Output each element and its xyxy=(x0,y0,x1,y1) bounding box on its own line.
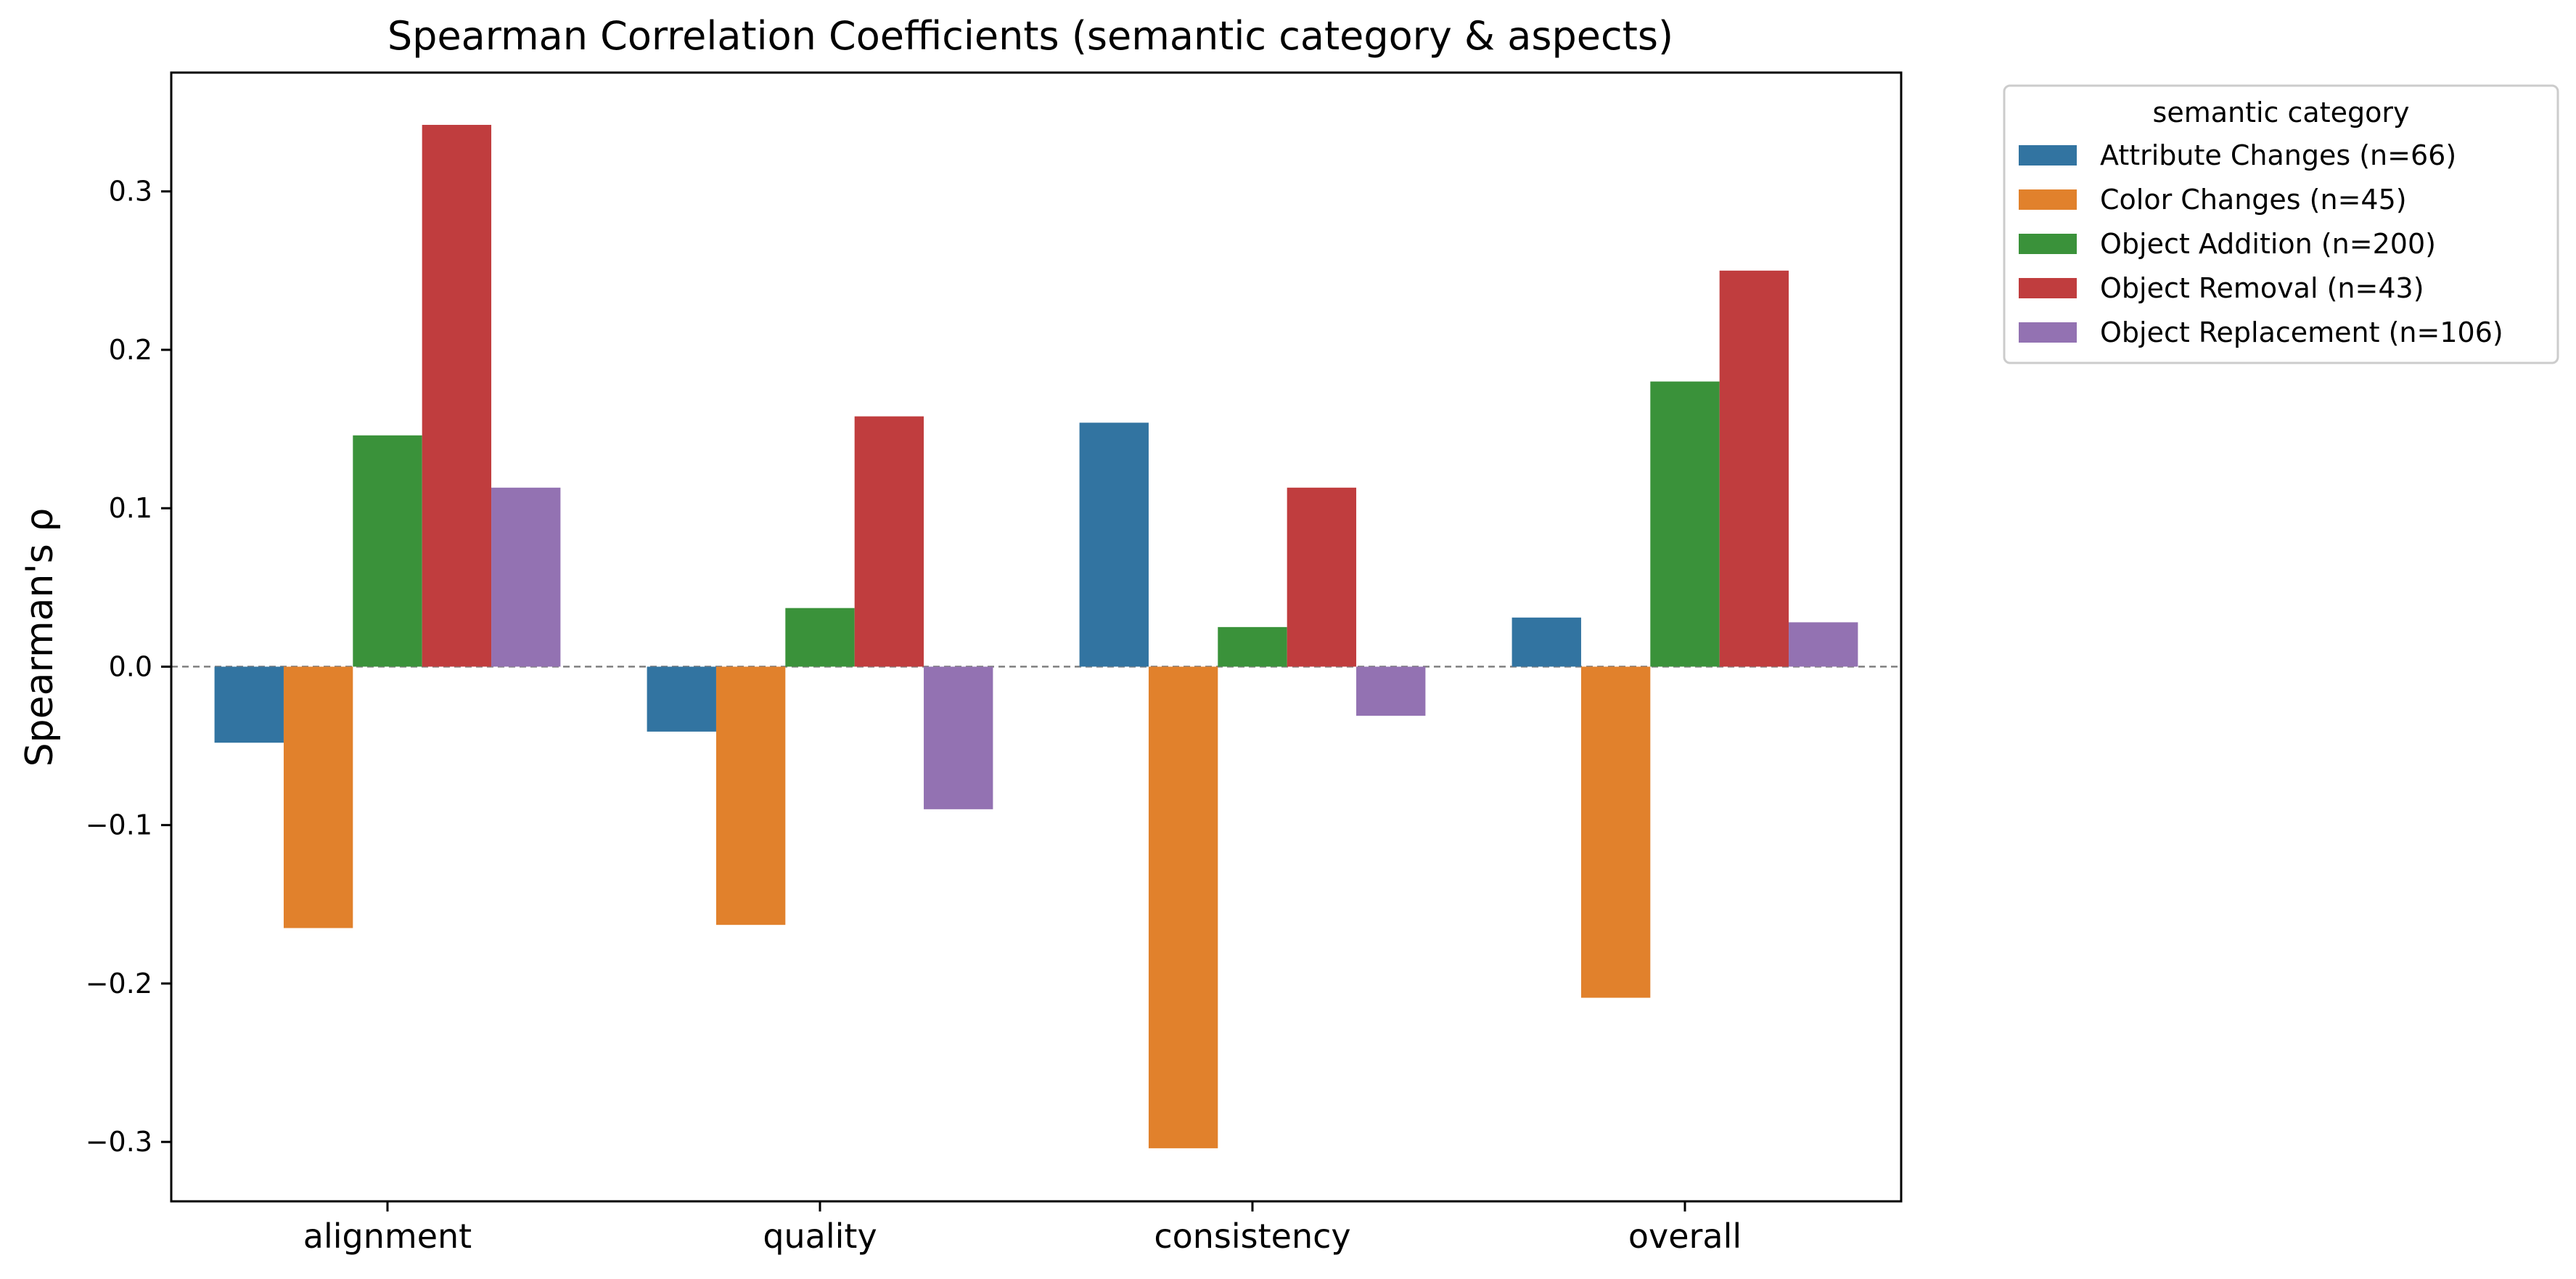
y-tick-label: 0.2 xyxy=(109,334,152,366)
bar-consistency-series-1 xyxy=(1148,666,1218,1148)
chart-title: Spearman Correlation Coefficients (seman… xyxy=(387,13,1673,59)
legend-box xyxy=(2003,84,2559,364)
bar-quality-series-1 xyxy=(715,666,786,925)
bar-alignment-series-2 xyxy=(353,435,422,667)
bar-overall-series-2 xyxy=(1650,381,1720,667)
bar-consistency-series-4 xyxy=(1356,666,1426,716)
y-tick-label: −0.2 xyxy=(86,968,152,1000)
bar-alignment-series-1 xyxy=(283,666,353,928)
legend-swatch xyxy=(2019,189,2077,210)
legend-swatch xyxy=(2019,234,2077,254)
y-tick-label: −0.1 xyxy=(86,809,152,841)
y-tick-label: 0.1 xyxy=(109,492,152,524)
bar-group xyxy=(214,125,1858,1148)
bar-alignment-series-4 xyxy=(491,487,561,667)
legend-label: Color Changes (n=45) xyxy=(2100,184,2407,216)
legend-label: Object Replacement (n=106) xyxy=(2100,316,2503,348)
plot-area xyxy=(170,71,1903,1203)
x-axis-ticks: alignment quality consistency overall xyxy=(303,1201,1742,1256)
bar-consistency-series-2 xyxy=(1218,626,1287,667)
bar-overall-series-3 xyxy=(1719,270,1789,667)
bar-overall-series-0 xyxy=(1511,617,1581,667)
bar-quality-series-0 xyxy=(647,666,716,732)
legend-label: Attribute Changes (n=66) xyxy=(2100,139,2456,171)
y-axis-label: Spearman's ρ xyxy=(18,508,62,767)
bar-consistency-series-3 xyxy=(1287,487,1357,667)
y-tick-label: 0.0 xyxy=(109,650,152,682)
y-axis-ticks: −0.3 −0.2 −0.1 0.0 0.1 0.2 0.3 xyxy=(86,176,171,1158)
y-tick-label: 0.3 xyxy=(109,176,152,208)
legend-label: Object Removal (n=43) xyxy=(2100,272,2424,304)
x-tick-label: alignment xyxy=(303,1217,472,1256)
legend: semantic category Attribute Changes (n=6… xyxy=(2003,84,2559,364)
legend-swatch xyxy=(2019,278,2077,298)
bar-quality-series-2 xyxy=(785,608,855,667)
legend-items: Attribute Changes (n=66) Color Changes (n… xyxy=(2019,139,2503,348)
legend-title: semantic category xyxy=(2153,97,2410,128)
x-tick-label: overall xyxy=(1628,1217,1742,1256)
bar-overall-series-4 xyxy=(1789,622,1858,667)
bar-overall-series-1 xyxy=(1580,666,1651,998)
bar-consistency-series-0 xyxy=(1079,422,1149,667)
x-tick-label: consistency xyxy=(1154,1217,1350,1256)
bar-quality-series-4 xyxy=(924,666,993,809)
y-tick-label: −0.3 xyxy=(86,1126,152,1158)
legend-label: Object Addition (n=200) xyxy=(2100,228,2436,260)
axes-frame xyxy=(170,71,1903,1203)
bar-quality-series-3 xyxy=(854,416,924,667)
legend-swatch xyxy=(2019,145,2077,166)
x-tick-label: quality xyxy=(763,1217,877,1256)
bar-alignment-series-0 xyxy=(214,666,284,743)
legend-swatch xyxy=(2019,322,2077,343)
bar-alignment-series-3 xyxy=(422,125,492,667)
